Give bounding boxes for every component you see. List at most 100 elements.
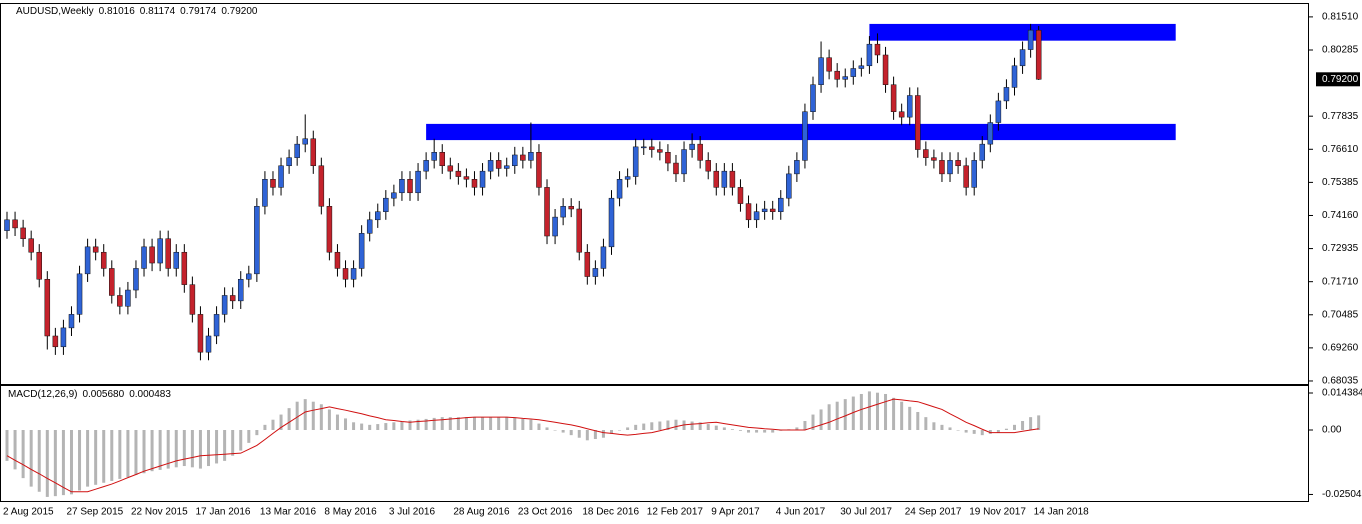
- candle-body: [874, 43, 881, 56]
- candle-body: [455, 170, 462, 177]
- macd-bar: [553, 430, 557, 431]
- candle-body: [512, 154, 518, 167]
- macd-bar: [916, 411, 920, 431]
- header-value: 0.000483: [129, 389, 171, 400]
- macd-bar: [859, 393, 863, 431]
- macd-bar: [86, 430, 90, 487]
- macd-bar: [851, 396, 855, 431]
- candle-body: [117, 295, 123, 307]
- header-title: AUDUSD,Weekly: [16, 6, 94, 17]
- candle-body: [689, 143, 695, 150]
- candle-body: [729, 170, 736, 188]
- x-tick-label: 30 Jul 2017: [840, 507, 892, 518]
- candle-body: [197, 314, 204, 353]
- candle-body: [810, 84, 816, 112]
- candle-body: [495, 160, 502, 169]
- candle-body: [592, 268, 599, 277]
- y-tick-label: 0.014384: [1322, 388, 1362, 399]
- macd-bar: [642, 423, 646, 431]
- candle-body: [898, 111, 905, 118]
- x-tick-label: 13 Mar 2016: [260, 507, 317, 518]
- macd-bar: [618, 430, 622, 431]
- macd-bar: [13, 430, 17, 470]
- x-tick-label: 9 Apr 2017: [711, 507, 760, 518]
- candle-body: [866, 43, 873, 67]
- macd-bar: [803, 420, 807, 431]
- header-value: 0.81016: [99, 6, 136, 17]
- candle-body: [520, 154, 526, 161]
- macd-bar: [472, 417, 476, 431]
- candle-body: [487, 160, 494, 172]
- macd-bar: [771, 430, 775, 433]
- macd-bar: [158, 430, 162, 470]
- macd-bar: [980, 430, 984, 436]
- macd-bar: [884, 393, 888, 431]
- candle-body: [705, 160, 711, 172]
- macd-bar: [964, 430, 968, 433]
- macd-bar: [513, 417, 517, 431]
- candle-body: [12, 219, 18, 229]
- candle-body: [342, 268, 349, 280]
- candle-body: [44, 278, 51, 337]
- x-tick-label: 12 Feb 2017: [647, 507, 704, 518]
- candle-body: [778, 197, 784, 212]
- candle-body: [1027, 29, 1034, 50]
- x-tick-label: 19 Nov 2017: [969, 507, 1026, 518]
- x-tick-label: 18 Dec 2016: [582, 507, 639, 518]
- y-tick-label: 0.68035: [1322, 376, 1359, 387]
- candle-body: [632, 146, 639, 177]
- macd-bar: [456, 417, 460, 431]
- candle-body: [109, 268, 115, 296]
- candle-body: [68, 314, 75, 329]
- macd-bar: [61, 430, 65, 496]
- x-tick-label: 3 Jul 2016: [389, 507, 436, 518]
- macd-bar: [464, 417, 468, 431]
- candle-body: [802, 111, 808, 161]
- y-tick-label: 0.70485: [1322, 309, 1359, 320]
- candle-body: [28, 238, 34, 253]
- macd-bar: [327, 409, 331, 431]
- macd-bar: [190, 430, 194, 468]
- macd-bar: [295, 401, 299, 431]
- candle-body: [366, 219, 373, 234]
- candle-body: [479, 170, 486, 188]
- candle-body: [761, 208, 768, 212]
- candle-body: [1011, 65, 1018, 88]
- candle-body: [890, 84, 897, 112]
- macd-bar: [537, 423, 541, 431]
- macd-bar: [722, 427, 726, 431]
- macd-bar: [271, 419, 275, 431]
- macd-bar: [835, 401, 839, 431]
- candle-body: [616, 179, 623, 199]
- header-value: 0.79200: [221, 6, 258, 17]
- macd-bar: [21, 430, 25, 479]
- candle-body: [407, 179, 413, 194]
- candle-body: [205, 335, 212, 353]
- candle-body: [84, 246, 91, 275]
- candle-body: [528, 152, 534, 161]
- macd-bar: [1021, 420, 1025, 431]
- x-tick-label: 28 Aug 2016: [453, 507, 510, 518]
- macd-bar: [287, 408, 291, 431]
- candle-body: [649, 146, 655, 150]
- macd-bar: [843, 399, 847, 431]
- macd-bar: [239, 430, 243, 451]
- candle-body: [334, 251, 341, 269]
- macd-bar: [996, 430, 1000, 433]
- candle-body: [915, 95, 921, 150]
- macd-bar: [432, 417, 436, 431]
- candle-body: [923, 149, 929, 158]
- macd-bar: [908, 406, 912, 431]
- macd-bar: [819, 409, 823, 431]
- candle-body: [76, 273, 83, 315]
- macd-bar: [1004, 428, 1008, 431]
- candle-body: [673, 162, 679, 175]
- x-tick-label: 14 Jan 2018: [1034, 507, 1089, 518]
- candle-body: [842, 76, 848, 80]
- macd-bar: [875, 392, 879, 431]
- y-tick-label: -0.025046: [1322, 489, 1362, 500]
- candle-body: [431, 152, 437, 161]
